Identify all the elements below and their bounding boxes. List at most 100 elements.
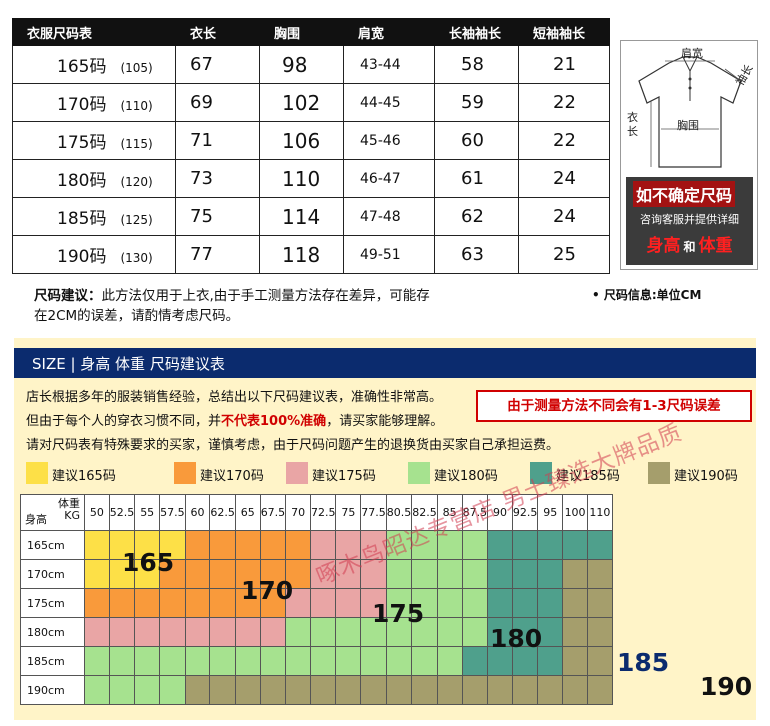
grid-cell [487,617,513,647]
grid-cell [487,675,513,705]
warning-box: 由于测量方法不同会有1-3尺码误差 [476,390,752,422]
grid-cell [234,588,261,618]
advice-body: 此方法仅用于上衣,由于手工测量方法存在差异，可能存在2CM的误差，请酌情考虑尺码… [34,288,430,324]
grid-cell [461,617,489,647]
size-sub-label: (130) [120,251,153,265]
grid-cell [184,530,211,560]
grid-cell [562,646,588,676]
header-length: 衣长 [175,18,260,46]
length-cell: 73 [175,159,260,198]
size-row: 170码 (110) 69 102 44-45 59 22 [12,83,610,122]
grid-cell [159,588,186,618]
grid-cell [84,675,110,705]
size-zone-label: 165 [122,548,175,577]
weight-column-header: 82.5 [411,494,438,531]
weight-column-header: 62.5 [209,494,236,531]
shoulder-cell: 43-44 [343,45,435,84]
grid-cell [335,530,362,560]
grid-row: 170cm [20,559,613,589]
grid-cell [309,588,337,618]
size-zone-label: 190 [700,672,753,701]
grid-cell [537,675,564,705]
length-cell: 77 [175,235,260,274]
corner-height-label: 身高 [25,513,47,526]
size-sub-label: (120) [120,175,153,189]
grid-cell [562,588,588,618]
banner-note-2: 但由于每个人的穿衣习惯不同，并不代表100%准确，请买家能够理解。 [26,410,443,429]
weight-column-header: 57.5 [159,494,186,531]
grid-cell [511,530,539,560]
legend-swatch [648,462,670,484]
weight-column-header: 85 [436,494,463,531]
grid-cell [108,559,136,589]
size-cell: 165码 (105) [12,45,176,84]
shoulder-cell: 44-45 [343,83,435,122]
grid-cell [385,588,413,618]
size-zone-label: 170 [241,576,294,605]
shirt-diagram: 肩宽 袖长 衣长 胸围 如不确定尺码 咨询客服并提供详细 身高和体重 [620,40,758,270]
grid-cell [159,675,186,705]
legend-swatch [286,462,308,484]
size-table: 衣服尺码表 衣长 胸围 肩宽 长袖袖长 短袖袖长 165码 (105) 67 98 43… [12,18,610,274]
grid-cell [335,559,362,589]
promo-height: 身高 [646,236,681,256]
grid-cell [487,588,513,618]
grid-cell [184,617,211,647]
chest-cell: 98 [259,45,344,84]
grid-cell [511,646,539,676]
legend-label: 建议165码 [52,469,116,484]
grid-cell [537,617,564,647]
promo-subtitle: 咨询客服并提供详细 [640,213,739,226]
grid-cell [385,530,413,560]
grid-cell [184,675,211,705]
banner-note-3: 请对尺码表有特殊要求的买家，谨慎考虑，由于尺码问题产生的退换货由买家自己承担运费… [26,438,560,453]
short-sleeve-cell: 25 [518,235,610,274]
grid-cell [411,675,438,705]
grid-cell [309,617,337,647]
grid-row: 180cm [20,617,613,647]
short-sleeve-cell: 22 [518,121,610,160]
unit-note: • 尺码信息:单位CM [592,288,702,302]
grid-cell [586,530,613,560]
grid-cell [209,617,236,647]
grid-cell [436,646,463,676]
size-recommendation-banner: SIZE | 身高 体重 尺码建议表 店长根据多年的服装销售经验，总结出以下尺码… [14,338,756,720]
short-sleeve-cell: 24 [518,159,610,198]
height-row-header: 180cm [20,617,85,647]
header-shoulder: 肩宽 [343,18,435,46]
legend-label: 建议170码 [200,469,264,484]
size-cell: 190码 (130) [12,235,176,274]
grid-cell [209,559,236,589]
height-row-header: 175cm [20,588,85,618]
grid-cell [562,617,588,647]
grid-cell [184,559,211,589]
grid-cell [309,646,337,676]
length-cell: 67 [175,45,260,84]
weight-column-header: 52.5 [108,494,136,531]
grid-cell [184,646,211,676]
chest-cell: 114 [259,197,344,236]
grid-cell [159,530,186,560]
size-zone-label: 175 [372,599,425,628]
weight-column-header: 90 [487,494,513,531]
grid-cell [84,588,110,618]
grid-cell [234,530,261,560]
size-label: 165码 [57,57,107,77]
short-sleeve-cell: 21 [518,45,610,84]
grid-cell [335,675,362,705]
grid-cell [309,559,337,589]
grid-cell [436,588,463,618]
size-cell: 185码 (125) [12,197,176,236]
grid-cell [562,530,588,560]
grid-cell [360,530,387,560]
weight-column-header: 72.5 [309,494,337,531]
shoulder-cell: 49-51 [343,235,435,274]
grid-cell [134,675,161,705]
size-row: 180码 (120) 73 110 46-47 61 24 [12,159,610,198]
grid-cell [234,675,261,705]
size-row: 185码 (125) 75 114 47-48 62 24 [12,197,610,236]
chest-cell: 110 [259,159,344,198]
legend-label: 建议175码 [312,469,376,484]
length-cell: 69 [175,83,260,122]
size-cell: 175码 (115) [12,121,176,160]
